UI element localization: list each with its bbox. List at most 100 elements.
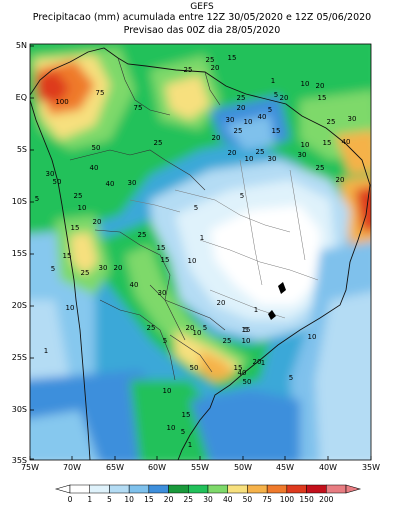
contour-label: 30 <box>348 115 357 123</box>
contour-label: 10 <box>188 257 197 265</box>
contour-label: 20 <box>336 176 345 184</box>
contour-label: 25 <box>184 66 193 74</box>
colorbar-label: 150 <box>299 495 314 504</box>
contour-label: 25 <box>316 164 325 172</box>
contour-label: 15 <box>228 54 237 62</box>
colorbar-label: 10 <box>124 495 134 504</box>
contour-label: 75 <box>96 89 105 97</box>
colorbar-swatch <box>148 484 169 494</box>
contour-label: 15 <box>318 94 327 102</box>
contour-label: 40 <box>258 113 267 121</box>
contour-label: 5 <box>240 192 244 200</box>
colorbar-swatch <box>128 484 150 494</box>
contour-label: 10 <box>245 155 254 163</box>
contour-label: 15 <box>157 244 166 252</box>
lat-label: 5S <box>17 145 27 154</box>
lon-label: 55W <box>191 463 209 472</box>
contour-label: 5 <box>274 91 278 99</box>
contour-label: 25 <box>237 94 246 102</box>
contour-label: 40 <box>106 180 115 188</box>
contour-label: 50 <box>92 144 101 152</box>
colorbar-min-arrow <box>54 484 71 494</box>
contour-label: 5 <box>194 204 198 212</box>
colorbar-swatch <box>109 484 130 494</box>
contour-label: 30 <box>46 170 55 178</box>
contour-label: 30 <box>158 289 167 297</box>
contour-label: 40 <box>90 164 99 172</box>
contour-label: 1 <box>261 359 265 367</box>
contour-label: 5 <box>244 326 248 334</box>
lat-label: 20S <box>12 301 27 310</box>
colorbar-swatch <box>69 484 90 494</box>
contour-label: 25 <box>206 56 215 64</box>
contour-label: 20 <box>253 358 262 366</box>
lat-label: EQ <box>16 93 27 102</box>
colorbar-label: 20 <box>164 495 174 504</box>
contour-label: 10 <box>78 204 87 212</box>
contour-label: 20 <box>228 149 237 157</box>
contour-label: 30 <box>268 155 277 163</box>
contour-label: 10 <box>242 337 251 345</box>
contour-label: 10 <box>167 424 176 432</box>
contour-label: 20 <box>114 264 123 272</box>
lon-label: 65W <box>106 463 124 472</box>
contour-label: 15 <box>242 326 251 334</box>
contour-label: 25 <box>74 192 83 200</box>
lat-label: 35S <box>12 456 27 465</box>
lat-label: 25S <box>12 353 27 362</box>
contour-label: 20 <box>212 134 221 142</box>
lon-label: 35W <box>362 463 380 472</box>
colorbar-label: 25 <box>184 495 194 504</box>
contour-label: 40 <box>130 281 139 289</box>
lat-label: 5N <box>16 41 27 50</box>
contour-label: 25 <box>256 148 265 156</box>
contour-label: 75 <box>134 104 143 112</box>
colorbar-swatch <box>306 484 327 494</box>
contour-label: 1 <box>254 306 258 314</box>
contour-label: 1 <box>44 347 48 355</box>
colorbar-label: 30 <box>203 495 213 504</box>
contour-label: 1 <box>200 234 204 242</box>
contour-label: 5 <box>51 265 55 273</box>
contour-label: 50 <box>53 178 62 186</box>
axis-ticks <box>29 45 372 460</box>
contour-label: 30 <box>99 264 108 272</box>
colorbar-swatch <box>286 484 307 494</box>
colorbar-label: 0 <box>68 495 73 504</box>
contour-label: 15 <box>63 252 72 260</box>
colorbar-label: 5 <box>107 495 112 504</box>
contour-label: 15 <box>234 364 243 372</box>
longitude-axis: 75W 70W 65W 60W 55W 50W 45W 40W 35W <box>21 463 380 472</box>
contour-label: 20 <box>237 104 246 112</box>
contour-label: 25 <box>81 269 90 277</box>
plot-frame <box>29 43 372 461</box>
contour-label: 25 <box>147 324 156 332</box>
lon-label: 40W <box>319 463 337 472</box>
lon-label: 70W <box>63 463 81 472</box>
contour-label: 5 <box>203 324 207 332</box>
contour-label: 15 <box>323 139 332 147</box>
contour-label: 40 <box>238 369 247 377</box>
contour-label: 10 <box>66 304 75 312</box>
contour-label: 15 <box>71 224 80 232</box>
lat-label: 10S <box>12 197 27 206</box>
colorbar-swatch <box>89 484 110 494</box>
lon-label: 45W <box>276 463 294 472</box>
contour-label: 5 <box>163 337 167 345</box>
contour-label: 10 <box>163 387 172 395</box>
dry-spot-marker <box>268 310 276 320</box>
country-borders <box>69 57 226 381</box>
precipitation-field <box>30 44 371 460</box>
contour-label: 25 <box>327 118 336 126</box>
contour-label: 10 <box>301 80 310 88</box>
lat-label: 30S <box>12 405 27 414</box>
colorbar-label: 50 <box>243 495 253 504</box>
colorbar-label: 1 <box>87 495 92 504</box>
map-subtitle: Previsao das 00Z dia 28/05/2020 <box>123 25 281 36</box>
contour-label: 15 <box>161 256 170 264</box>
colorbar-swatch <box>266 484 288 494</box>
contour-label: 20 <box>211 64 220 72</box>
colorbar-swatch <box>247 484 268 494</box>
contour-label: 15 <box>272 127 281 135</box>
